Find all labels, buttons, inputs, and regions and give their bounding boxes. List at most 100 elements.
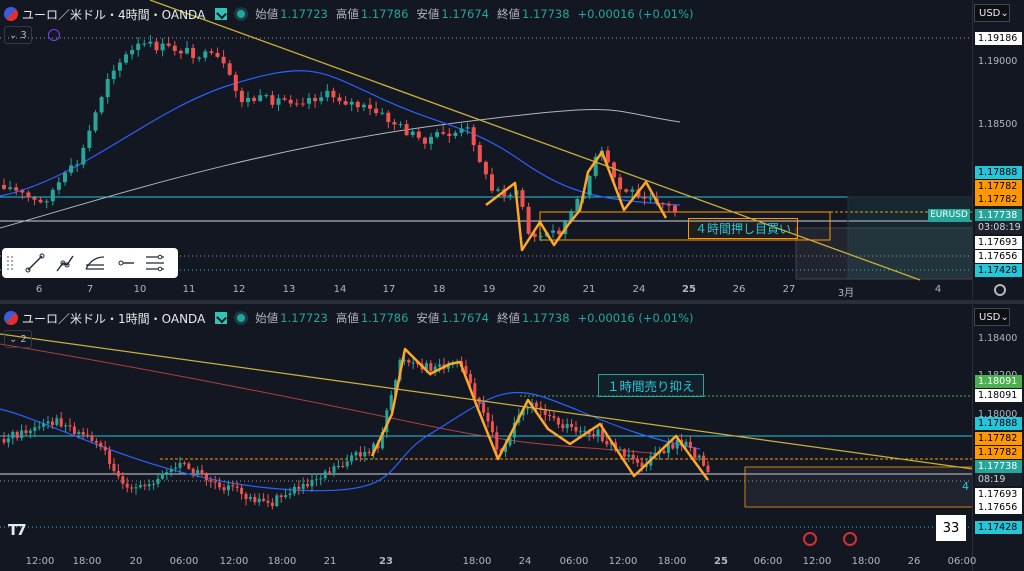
low-value: 1.17674 [441,311,489,325]
price-tag[interactable]: 1.17428 [975,264,1022,277]
trendline-icon[interactable] [20,251,50,275]
eurusd-symbol-icon[interactable] [4,7,18,21]
price-tag[interactable]: 1.17656 [975,501,1022,514]
time-axis-label: 23 [379,556,393,567]
chart-panel-4h[interactable]: ユーロ／米ドル・4時間・OANDA 始値 1.17723 高値 1.17786 安値… [0,0,1024,300]
candle [630,189,635,192]
time-axis-label: 12:00 [25,556,55,567]
price-axis-1h[interactable]: 1.184001.182001.180001.174001.180911.180… [972,304,1024,571]
price-tag[interactable]: 1.17888 [975,166,1022,179]
parallel-channel-icon[interactable] [140,251,170,275]
candle [209,51,214,53]
candle [59,418,63,427]
candle [300,103,305,105]
horizontal-ray-icon[interactable] [110,251,140,275]
time-axis-4h[interactable]: 6 7 10 11 12 13 14 17 18 19 20 21 24 25 26 27 3月 4 [0,282,973,300]
candle [410,131,415,136]
pane-divider[interactable] [0,300,1024,304]
symbol-tag[interactable]: EURUSD [928,209,970,222]
price-axis-label: 1.18000 [978,409,1018,420]
candle [592,434,596,436]
price-axis-4h[interactable]: 1.19000 1.18500 1.19186 1.17888 1.17782 1.177… [972,0,1024,300]
price-tag[interactable]: 1.17693 [975,236,1022,249]
candle [24,430,28,434]
candle [26,192,31,198]
price-tag[interactable]: 1.17782 [975,180,1022,193]
candle [372,443,376,453]
candle [50,421,54,426]
candle [688,441,692,448]
candle [624,189,629,192]
annotation-pullback-buy[interactable]: ４時間押し目買い [688,218,799,239]
indicator-marker-icon[interactable] [48,29,60,41]
candle [464,366,468,374]
price-tag[interactable]: 1.19186 [975,32,1022,45]
candle [44,201,49,203]
annotation-sell-resistance[interactable]: １時間売り抑え [598,374,704,397]
fib-icon[interactable] [80,251,110,275]
candle [136,43,141,51]
market-flag-icon [215,312,228,324]
price-tag[interactable]: 1.17738 [975,460,1022,473]
candle [374,108,379,114]
price-tag[interactable]: 1.18091 [975,389,1022,402]
candle [185,47,189,54]
price-tag[interactable]: 1.17693 [975,488,1022,501]
price-tag[interactable]: 1.17656 [975,250,1022,263]
chevron-down-icon: ⌄ [9,29,18,41]
candle [226,485,230,491]
indicator-toggle[interactable]: ⌄ 3 [4,26,32,44]
currency-button[interactable]: USD ⌄ [974,308,1010,326]
symbol-header: ユーロ／米ドル・1時間・OANDA 始値 1.17723 高値 1.17786 安値… [4,308,694,328]
candle [596,429,600,436]
eu-flag-event-icon[interactable] [843,532,857,546]
price-tag[interactable]: 1.17782 [975,193,1022,206]
us-flag-event-icon[interactable] [803,532,817,546]
candle [121,476,125,484]
candle [262,498,266,501]
currency-button[interactable]: USD ⌄ [974,4,1010,22]
price-tag[interactable]: 1.17428 [975,521,1022,534]
price-tag[interactable]: 1.17738 [975,209,1022,222]
time-axis-label: 24 [518,556,532,567]
time-axis-label: 13 [282,284,296,295]
candle [386,112,391,123]
candle [471,127,476,146]
time-axis-label: 06:00 [753,556,783,567]
drag-handle-icon[interactable] [6,255,14,271]
change-value: +0.00016 (+0.01%) [577,311,694,325]
ma-long-line [0,343,661,455]
chart-panel-1h[interactable]: ユーロ／米ドル・1時間・OANDA 始値 1.17723 高値 1.17786 安値… [0,304,1024,571]
candle [20,430,24,438]
price-tag[interactable]: 03:08:19 [975,221,1022,234]
candle [508,194,513,197]
price-tag[interactable]: 1.18091 [975,375,1022,388]
ma-long-line [0,109,681,229]
gear-icon[interactable] [994,284,1006,296]
price-tag[interactable]: 08:19 [975,473,1022,486]
ray-icon[interactable] [50,251,80,275]
time-axis-1h[interactable]: 12:00 18:00 20 06:00 12:00 18:00 21 23 18:00 24 06… [0,554,977,571]
indicator-toggle[interactable]: ⌄ 2 [4,330,32,348]
candle [2,439,6,443]
chart-canvas-1h[interactable] [0,304,973,571]
candle [565,423,569,429]
candle [574,426,578,432]
symbol-title[interactable]: ユーロ／米ドル・4時間・OANDA [22,7,206,22]
tradingview-logo[interactable]: T7 [8,521,27,539]
time-axis-label: 12:00 [608,556,638,567]
eurusd-symbol-icon[interactable] [4,311,18,325]
price-tag[interactable]: 1.17782 [975,432,1022,445]
price-tag[interactable]: 1.17782 [975,446,1022,459]
symbol-title[interactable]: ユーロ／米ドル・1時間・OANDA [22,311,206,326]
candle [160,43,165,51]
candle [297,486,301,489]
candle [350,455,354,462]
counter-badge[interactable]: 33 [936,515,966,541]
candle [130,487,134,489]
candle [288,493,292,496]
candle [477,145,482,162]
price-tag[interactable]: 1.17888 [975,417,1022,430]
time-axis-label: 25 [714,556,728,567]
candle [520,190,525,207]
